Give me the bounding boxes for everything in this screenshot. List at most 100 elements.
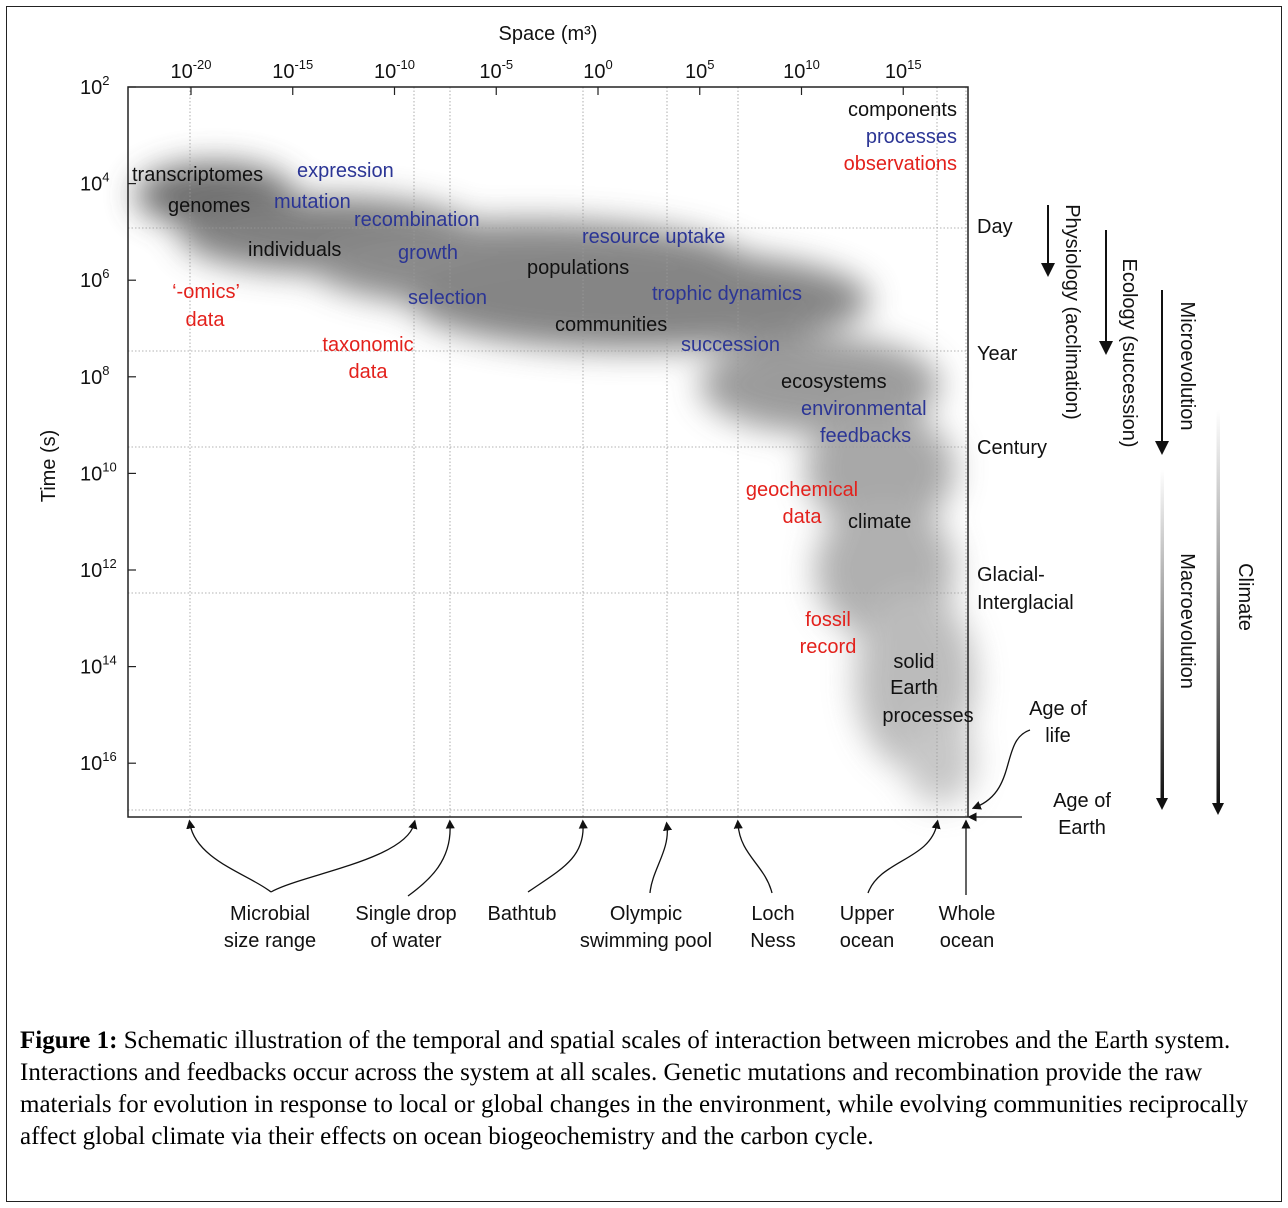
marker-century: Century	[977, 437, 1047, 459]
marker-age-of-life-2: life	[1045, 725, 1071, 747]
legend: components processes observations	[844, 99, 957, 175]
observation-labels: ‘-omics’ data taxonomic data geochemical…	[172, 281, 858, 658]
ref-loch-2: Ness	[750, 930, 796, 952]
x-tick-label: 10-20	[170, 57, 211, 83]
interaction-band	[135, 163, 975, 805]
label-taxonomic: taxonomic	[322, 334, 413, 356]
label-earth-processes: processes	[882, 705, 973, 727]
time-markers: Day Year Century Glacial- Interglacial A…	[977, 216, 1111, 839]
scale-arrows	[1041, 205, 1224, 815]
label-individuals: individuals	[248, 239, 341, 261]
label-geochemical: geochemical	[746, 479, 858, 501]
marker-day: Day	[977, 216, 1013, 238]
label-geochemical-data: data	[783, 506, 823, 528]
ref-microbial-1: Microbial	[230, 903, 310, 925]
ref-bathtub: Bathtub	[488, 903, 557, 925]
marker-age-of-earth-2: Earth	[1058, 817, 1106, 839]
label-microevolution: Microevolution	[1176, 302, 1198, 431]
label-environmental: environmental	[801, 398, 927, 420]
label-physiology: Physiology (acclimation)	[1061, 204, 1083, 420]
y-tick-label: 1014	[80, 653, 117, 679]
process-labels: expression mutation recombination growth…	[274, 160, 927, 447]
age-of-life-pointer	[971, 729, 1031, 810]
label-succession: succession	[681, 334, 780, 356]
y-tick-label: 106	[80, 266, 109, 292]
x-tick-labels: 10-20 10-15 10-10 10-5 100 105 1010 1015	[170, 57, 922, 95]
ref-loch-1: Loch	[751, 903, 794, 925]
macroevolution-arrowhead	[1156, 798, 1168, 810]
label-ecology: Ecology (succession)	[1118, 259, 1140, 448]
pointer-bathtub	[527, 819, 588, 893]
component-labels: transcriptomes genomes individuals popul…	[132, 164, 974, 727]
climate-arrowhead	[1212, 803, 1224, 815]
ref-drop-1: Single drop	[355, 903, 456, 925]
label-omics: ‘-omics’	[172, 281, 240, 303]
label-feedbacks: feedbacks	[820, 425, 911, 447]
label-expression: expression	[297, 160, 394, 182]
y-tick-label: 104	[80, 170, 109, 196]
pointer-microbial-right	[270, 819, 418, 893]
climate-arrow	[1216, 410, 1220, 805]
ref-upper-2: ocean	[840, 930, 895, 952]
label-record: record	[800, 636, 857, 658]
space-ref-labels: Microbial size range Single drop of wate…	[224, 903, 995, 952]
caption-text: Schematic illustration of the temporal a…	[20, 1027, 1249, 1150]
ref-pool-1: Olympic	[610, 903, 682, 925]
x-axis-title: Space (m³)	[499, 23, 598, 45]
pointer-loch-ness	[733, 819, 773, 894]
legend-components: components	[848, 99, 957, 121]
ref-drop-2: of water	[370, 930, 441, 952]
label-mutation: mutation	[274, 191, 351, 213]
pointer-microbial-left	[186, 819, 272, 893]
label-climate-arrow: Climate	[1234, 563, 1256, 631]
scale-arrow-labels: Physiology (acclimation) Ecology (succes…	[1061, 204, 1256, 689]
label-growth: growth	[398, 242, 458, 264]
label-populations: populations	[527, 257, 629, 279]
label-transcriptomes: transcriptomes	[132, 164, 263, 186]
label-selection: selection	[408, 287, 487, 309]
x-tick-label: 1010	[783, 57, 820, 83]
label-omics-data: data	[186, 309, 226, 331]
space-ref-pointers	[186, 819, 971, 897]
label-resource-uptake: resource uptake	[582, 226, 725, 248]
label-genomes: genomes	[168, 195, 250, 217]
y-tick-labels: 102 104 106 108 1010 1012 1014 1016	[80, 73, 136, 775]
x-tick-label: 100	[583, 57, 612, 83]
figure-caption: Figure 1: Schematic illustration of the …	[20, 1025, 1268, 1153]
marker-age-of-life-1: Age of	[1029, 698, 1087, 720]
label-trophic-dynamics: trophic dynamics	[652, 283, 802, 305]
ref-whole-2: ocean	[940, 930, 995, 952]
marker-interglacial: Interglacial	[977, 592, 1074, 614]
y-tick-label: 1012	[80, 556, 117, 582]
label-macroevolution: Macroevolution	[1176, 553, 1198, 689]
label-taxonomic-data: data	[349, 361, 389, 383]
marker-glacial: Glacial-	[977, 564, 1045, 586]
label-ecosystems: ecosystems	[781, 371, 887, 393]
ref-whole-1: Whole	[939, 903, 996, 925]
pointer-drop	[407, 819, 455, 897]
label-solid: solid	[893, 651, 934, 673]
macroevolution-arrow	[1160, 470, 1164, 800]
legend-observations: observations	[844, 153, 957, 175]
ref-upper-1: Upper	[840, 903, 895, 925]
y-tick-label: 1010	[80, 459, 117, 485]
y-tick-label: 102	[80, 73, 109, 99]
label-earth: Earth	[890, 677, 938, 699]
caption-label: Figure 1:	[20, 1027, 118, 1054]
scale-diagram: 10-20 10-15 10-10 10-5 100 105 1010 1015 102 104…	[38, 23, 1256, 952]
label-climate: climate	[848, 511, 911, 533]
x-tick-label: 105	[685, 57, 714, 83]
pointer-upper-ocean	[867, 819, 941, 894]
x-tick-label: 10-5	[479, 57, 513, 83]
x-tick-label: 1015	[885, 57, 922, 83]
legend-processes: processes	[866, 126, 957, 148]
y-tick-label: 1016	[80, 749, 117, 775]
figure-frame	[6, 6, 1282, 1202]
label-communities: communities	[555, 314, 667, 336]
plot-area	[127, 86, 969, 818]
y-axis-title: Time (s)	[38, 430, 60, 503]
x-tick-label: 10-10	[374, 57, 415, 83]
marker-age-of-earth-1: Age of	[1053, 790, 1111, 812]
ref-microbial-2: size range	[224, 930, 316, 952]
label-recombination: recombination	[354, 209, 480, 231]
